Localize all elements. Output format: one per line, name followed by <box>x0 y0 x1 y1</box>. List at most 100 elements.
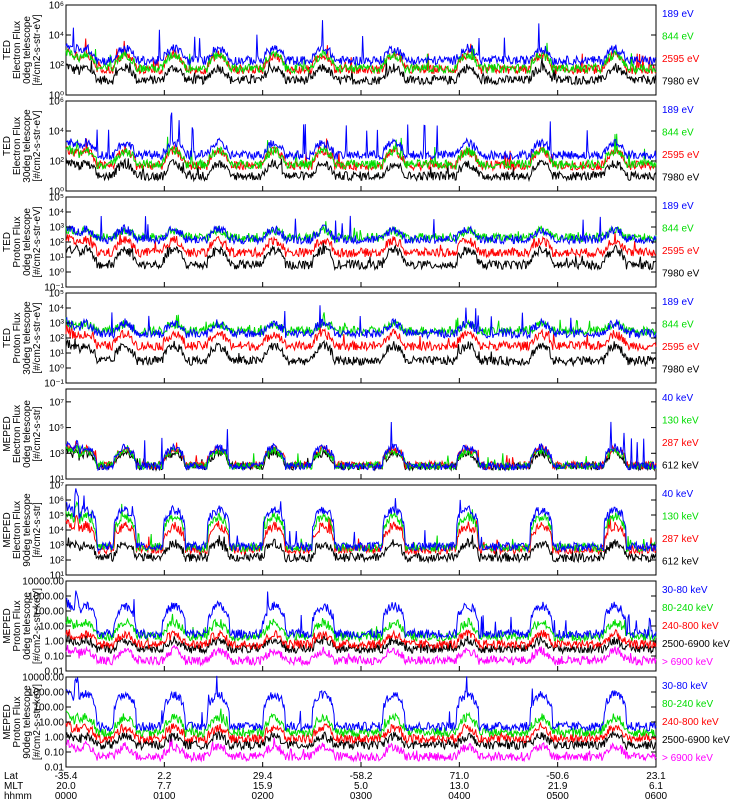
series-line-2-0 <box>65 241 657 271</box>
y-tick-label-2-6: 10⁵ <box>49 193 64 204</box>
legend-entry-0-1: 844 eV <box>662 32 694 43</box>
series-line-0-0 <box>65 57 657 86</box>
y-tick-label-6-1: 0.10 <box>45 652 65 663</box>
y-tick-label-5-6: 10⁷ <box>49 481 64 492</box>
legend-entry-5-2: 287 keV <box>662 534 699 545</box>
y-tick-label-3-0: 10⁻¹ <box>44 379 64 390</box>
y-axis-label-6-2: 0deg telescope <box>22 592 33 660</box>
y-tick-label-0-2: 10⁴ <box>49 31 64 42</box>
x-tick-label-hhmm-3: 0300 <box>350 791 373 800</box>
y-tick-label-5-2: 10³ <box>50 541 65 552</box>
legend-entry-5-1: 130 keV <box>662 512 699 523</box>
y-axis-label-7-1: Proton Flux <box>12 696 23 747</box>
series-line-6-4 <box>65 590 657 640</box>
y-tick-label-2-2: 10¹ <box>50 253 65 264</box>
y-tick-label-7-3: 10.00 <box>39 718 64 729</box>
y-tick-label-4-2: 10⁵ <box>49 423 64 434</box>
y-tick-label-7-4: 100.00 <box>33 703 64 714</box>
x-tick-label-mlt-6: 6.1 <box>649 781 663 792</box>
y-tick-label-5-3: 10⁴ <box>49 526 64 537</box>
y-tick-label-0-0: 10⁰ <box>49 91 64 102</box>
y-axis-label-7-0: MEPED <box>2 704 13 740</box>
x-tick-label-lat-3: -58.2 <box>350 771 373 782</box>
legend-entry-1-1: 844 eV <box>662 128 694 139</box>
y-tick-label-7-1: 0.10 <box>45 748 65 759</box>
legend-entry-6-0: 30-80 keV <box>662 585 708 596</box>
series-line-5-0 <box>65 534 657 564</box>
y-tick-label-5-4: 10⁵ <box>49 511 64 522</box>
y-axis-label-5-0: MEPED <box>2 512 13 548</box>
x-tick-label-lat-0: -35.4 <box>55 771 78 782</box>
y-axis-label-4-0: MEPED <box>2 416 13 452</box>
y-tick-label-2-5: 10⁴ <box>49 208 64 219</box>
legend-entry-1-3: 7980 eV <box>662 173 700 184</box>
series-line-7-4 <box>65 675 657 733</box>
y-tick-label-2-0: 10⁻¹ <box>44 283 64 294</box>
series-line-6-0 <box>65 644 657 667</box>
legend-entry-6-1: 80-240 keV <box>662 603 713 614</box>
y-tick-label-5-5: 10⁶ <box>49 496 64 507</box>
y-tick-label-7-5: 1000.00 <box>28 688 65 699</box>
x-tick-label-lat-5: -50.6 <box>546 771 569 782</box>
series-line-6-3 <box>65 613 657 643</box>
y-tick-label-3-2: 10¹ <box>50 349 65 360</box>
y-tick-label-3-3: 10² <box>50 334 65 345</box>
series-line-7-3 <box>65 708 657 739</box>
y-axis-label-6-0: MEPED <box>2 608 13 644</box>
y-tick-label-7-6: 10000.00 <box>22 673 64 684</box>
legend-entry-2-1: 844 eV <box>662 224 694 235</box>
x-tick-label-lat-2: 29.4 <box>253 771 273 782</box>
legend-entry-3-2: 2595 eV <box>662 342 700 353</box>
y-axis-label-3-2: 30deg telescope <box>22 301 33 375</box>
x-tick-label-hhmm-5: 0500 <box>547 791 570 800</box>
y-tick-label-2-3: 10² <box>50 238 65 249</box>
y-tick-label-7-2: 1.00 <box>45 733 65 744</box>
panel-frame-5 <box>65 484 657 576</box>
series-line-0-3 <box>65 20 657 67</box>
y-axis-label-3-0: TED <box>2 328 13 348</box>
y-axis-label-2-2: 0deg telescope <box>22 208 33 276</box>
y-axis-label-7-3: [#/cm2-s-str-keV] <box>32 684 43 760</box>
y-axis-label-4-2: 0deg telescope <box>22 400 33 468</box>
y-axis-label-2-3: [#/cm2-s-str-eV] <box>32 206 43 277</box>
y-tick-label-0-3: 10⁶ <box>49 1 64 12</box>
y-tick-label-4-0: 10¹ <box>50 475 65 486</box>
y-axis-label-1-0: TED <box>2 136 13 156</box>
legend-entry-5-3: 612 keV <box>662 557 699 568</box>
x-row-label-0: Lat <box>4 771 18 782</box>
y-tick-label-6-2: 1.00 <box>45 637 65 648</box>
x-tick-label-mlt-0: 20.0 <box>56 781 76 792</box>
y-tick-label-1-0: 10⁰ <box>49 187 64 198</box>
y-axis-label-0-1: Electron Flux <box>12 21 23 79</box>
x-tick-label-lat-6: 23.1 <box>646 771 666 782</box>
y-tick-label-3-6: 10⁵ <box>49 289 64 300</box>
legend-entry-7-1: 80-240 keV <box>662 699 713 710</box>
series-line-3-3 <box>65 305 657 340</box>
y-tick-label-3-5: 10⁴ <box>49 304 64 315</box>
series-line-7-2 <box>65 721 657 745</box>
x-tick-label-hhmm-4: 0400 <box>448 791 471 800</box>
y-tick-label-6-3: 10.00 <box>39 622 64 633</box>
x-tick-label-hhmm-0: 0000 <box>55 791 78 800</box>
y-axis-label-0-0: TED <box>2 40 13 60</box>
series-line-6-2 <box>65 628 657 651</box>
y-axis-label-0-2: 0deg telescope <box>22 16 33 84</box>
legend-entry-7-0: 30-80 keV <box>662 681 708 692</box>
y-tick-label-7-0: 0.01 <box>45 763 65 774</box>
legend-entry-0-3: 7980 eV <box>662 77 700 88</box>
y-axis-label-7-2: 90deg telescope <box>22 685 33 759</box>
series-line-4-1 <box>65 440 657 471</box>
legend-entry-4-0: 40 keV <box>662 393 693 404</box>
y-tick-label-4-3: 10⁷ <box>49 397 64 408</box>
y-axis-label-3-3: [#/cm2-s-str-eV] <box>32 302 43 373</box>
x-tick-label-mlt-3: 5.0 <box>354 781 368 792</box>
y-axis-label-5-1: Electron Flux <box>12 501 23 559</box>
series-line-1-2 <box>65 133 657 171</box>
legend-entry-3-1: 844 eV <box>662 320 694 331</box>
y-tick-label-6-6: 10000.00 <box>22 577 64 588</box>
series-line-7-1 <box>65 729 657 752</box>
y-axis-label-1-3: [#/cm2-s-str-eV] <box>32 110 43 181</box>
x-tick-label-mlt-4: 13.0 <box>450 781 470 792</box>
y-axis-label-6-3: [#/cm2-s-str-keV] <box>32 588 43 664</box>
